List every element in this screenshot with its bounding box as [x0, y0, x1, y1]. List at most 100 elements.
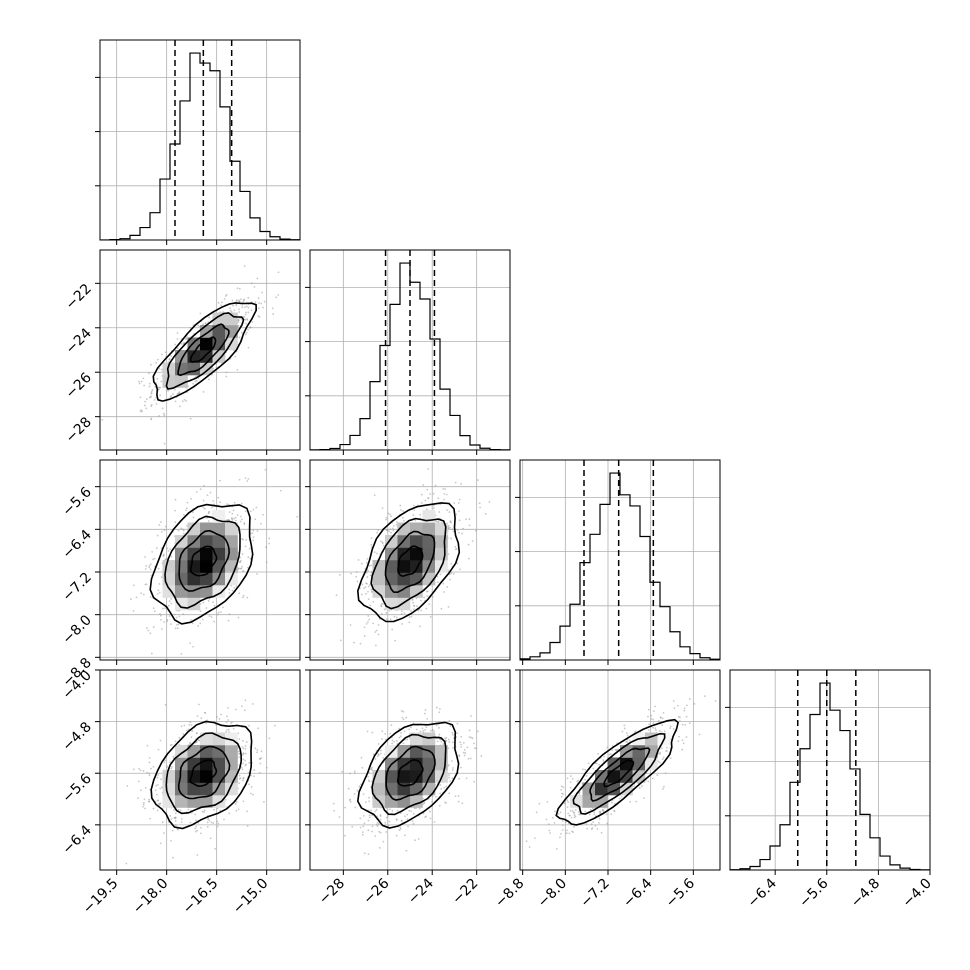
sample-point: [596, 827, 599, 830]
sample-point: [463, 748, 466, 751]
sample-point: [156, 593, 159, 595]
sample-point: [477, 479, 479, 481]
sample-point: [611, 801, 613, 804]
sample-point: [561, 824, 564, 827]
sample-point: [673, 707, 676, 710]
sample-point: [247, 771, 250, 774]
sample-point: [252, 536, 255, 539]
sample-point: [573, 825, 575, 828]
sample-point: [197, 703, 200, 706]
sample-point: [375, 823, 378, 826]
sample-point: [467, 557, 470, 560]
sample-point: [251, 321, 254, 323]
sample-point: [125, 862, 128, 865]
sample-point: [366, 582, 368, 585]
sample-point: [381, 730, 384, 733]
sample-point: [275, 296, 278, 299]
sample-point: [148, 798, 150, 801]
sample-point: [571, 830, 573, 833]
sample-point: [560, 832, 562, 835]
sample-point: [174, 740, 177, 743]
sample-point: [212, 601, 214, 604]
sample-point: [465, 777, 468, 780]
density-cell: [212, 732, 226, 746]
sample-point: [238, 592, 241, 595]
sample-point: [172, 755, 175, 758]
sample-point: [170, 555, 173, 558]
sample-point: [166, 620, 168, 623]
sample-point: [216, 820, 219, 823]
sample-point: [363, 626, 366, 629]
sample-point: [380, 540, 382, 543]
sample-point: [245, 305, 248, 308]
sample-point: [254, 747, 257, 750]
contour-3-2-0: [603, 759, 635, 788]
sample-point: [192, 382, 195, 385]
sample-point: [447, 553, 450, 556]
sample-point: [144, 400, 147, 403]
sample-point: [158, 524, 161, 526]
sample-point: [387, 512, 390, 515]
sample-point: [178, 392, 181, 394]
sample-point: [137, 780, 140, 783]
sample-point: [434, 795, 437, 798]
sample-point: [457, 795, 460, 797]
sample-point: [144, 786, 147, 789]
sample-point: [226, 503, 228, 505]
sample-point: [525, 840, 528, 843]
sample-point: [199, 610, 202, 612]
density-cell: [410, 770, 423, 783]
sample-point: [228, 592, 231, 594]
sample-point: [232, 517, 235, 520]
sample-point: [360, 593, 363, 596]
sample-point: [209, 491, 212, 494]
sample-point: [296, 515, 299, 518]
sample-point: [196, 854, 199, 856]
sample-point: [208, 819, 211, 822]
sample-point: [156, 799, 159, 802]
sample-point: [438, 711, 441, 714]
sample-point: [452, 530, 455, 533]
sample-point: [466, 746, 469, 749]
sample-point: [139, 410, 142, 413]
sample-point: [361, 583, 364, 586]
sample-point: [256, 749, 259, 751]
sample-point: [222, 311, 225, 313]
sample-point: [132, 584, 135, 587]
sample-point: [195, 490, 198, 493]
sample-point: [370, 780, 373, 783]
sample-point: [353, 770, 356, 773]
sample-point: [197, 624, 200, 627]
sample-point: [414, 839, 416, 842]
density-cell: [175, 585, 188, 598]
sample-point: [432, 729, 434, 731]
sample-point: [338, 574, 341, 576]
sample-point: [268, 537, 271, 540]
sample-point: [257, 727, 260, 730]
scatter-panel-3-2: [515, 669, 721, 875]
sample-point: [390, 531, 392, 534]
sample-point: [167, 389, 170, 392]
sample-point: [399, 504, 402, 507]
sample-point: [238, 478, 241, 481]
sample-point: [169, 548, 172, 551]
sample-point: [265, 561, 268, 564]
sample-point: [220, 304, 223, 307]
sample-point: [412, 601, 415, 604]
density-cell: [422, 522, 436, 536]
sample-point: [654, 727, 656, 730]
sample-point: [207, 511, 210, 514]
sample-point: [235, 585, 238, 588]
sample-point: [480, 755, 483, 757]
sample-point: [239, 559, 242, 562]
sample-point: [471, 737, 474, 740]
sample-point: [362, 793, 365, 796]
sample-point: [242, 776, 245, 779]
sample-point: [156, 358, 159, 361]
sample-point: [460, 735, 463, 738]
sample-point: [547, 823, 550, 826]
sample-point: [170, 767, 173, 770]
sample-point: [152, 765, 155, 768]
sample-point: [152, 807, 155, 810]
contour-2-1-3: [356, 502, 461, 623]
